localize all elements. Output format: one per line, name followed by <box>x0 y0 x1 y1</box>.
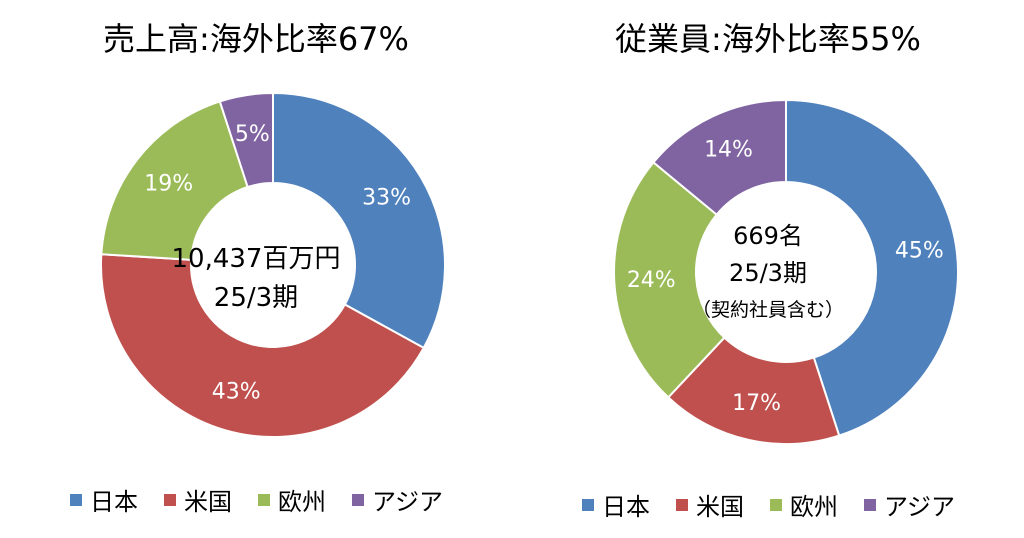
employees-legend-label-3: アジア <box>884 493 956 521</box>
employees-legend-swatch-3 <box>864 498 876 511</box>
employees-legend: 日本 米国 欧州 アジア <box>582 487 955 522</box>
employees-slice-label-0: 45% <box>895 238 944 263</box>
sales-slice-0 <box>272 91 446 350</box>
employees-legend-item-2: 欧州 <box>770 487 838 522</box>
employees-chart-title: 従業員:海外比率55% <box>615 20 921 58</box>
sales-legend-swatch-2 <box>258 493 270 506</box>
employees-slice-3 <box>652 98 787 217</box>
employees-legend-swatch-1 <box>676 498 688 511</box>
sales-legend-label-2: 欧州 <box>278 488 326 516</box>
sales-legend: 日本 米国 欧州 アジア <box>70 482 443 517</box>
employees-center-line-1: 669名 <box>733 222 803 250</box>
sales-slice-label-3: 5% <box>235 122 270 147</box>
employees-legend-item-0: 日本 <box>582 487 650 522</box>
sales-legend-label-0: 日本 <box>90 488 138 516</box>
sales-slice-3 <box>218 91 274 189</box>
employees-slice-label-3: 14% <box>704 137 753 162</box>
employees-legend-swatch-0 <box>582 498 594 511</box>
sales-slice-1 <box>99 253 426 439</box>
sales-legend-label-1: 米国 <box>184 488 232 516</box>
sales-chart-panel: 売上高:海外比率67% 33% 43% 19% 5% 10,437百万円 25/3期 … <box>70 20 446 517</box>
employees-legend-item-3: アジア <box>864 487 955 522</box>
sales-legend-swatch-1 <box>164 493 176 506</box>
employees-donut-chart: 45% 17% 24% 14% <box>613 98 960 445</box>
employees-chart-panel: 従業員:海外比率55% 45% 17% 24% 14% 669名 25/3期 （契約社… <box>512 0 1024 538</box>
sales-slice-2 <box>100 100 249 261</box>
employees-slice-label-2: 24% <box>627 268 676 293</box>
sales-center-line-1: 10,437百万円 <box>171 244 341 274</box>
sales-legend-item-1: 米国 <box>164 482 232 517</box>
employees-legend-label-1: 米国 <box>696 493 744 521</box>
employees-center-line-2: 25/3期 <box>729 259 807 287</box>
sales-center-line-2: 25/3期 <box>213 283 299 313</box>
employees-legend-label-2: 欧州 <box>790 493 838 521</box>
sales-slice-label-0: 33% <box>362 185 411 210</box>
sales-legend-swatch-3 <box>352 493 364 506</box>
employees-slice-2 <box>613 160 726 399</box>
employees-legend-item-1: 米国 <box>676 487 744 522</box>
sales-legend-item-0: 日本 <box>70 482 138 517</box>
sales-chart-title: 売上高:海外比率67% <box>103 20 409 58</box>
sales-legend-item-2: 欧州 <box>258 482 326 517</box>
sales-donut-chart: 33% 43% 19% 5% <box>99 91 446 439</box>
sales-legend-swatch-0 <box>70 493 82 506</box>
employees-legend-label-0: 日本 <box>602 493 650 521</box>
sales-slice-label-2: 19% <box>144 172 193 197</box>
employees-slice-0 <box>785 98 960 437</box>
sales-legend-label-3: アジア <box>372 488 444 516</box>
employees-slice-label-1: 17% <box>732 391 781 416</box>
employees-center-note: （契約社員含む） <box>691 299 844 321</box>
sales-legend-item-3: アジア <box>352 482 443 517</box>
employees-legend-swatch-2 <box>770 498 782 511</box>
sales-slice-label-1: 43% <box>212 379 261 404</box>
